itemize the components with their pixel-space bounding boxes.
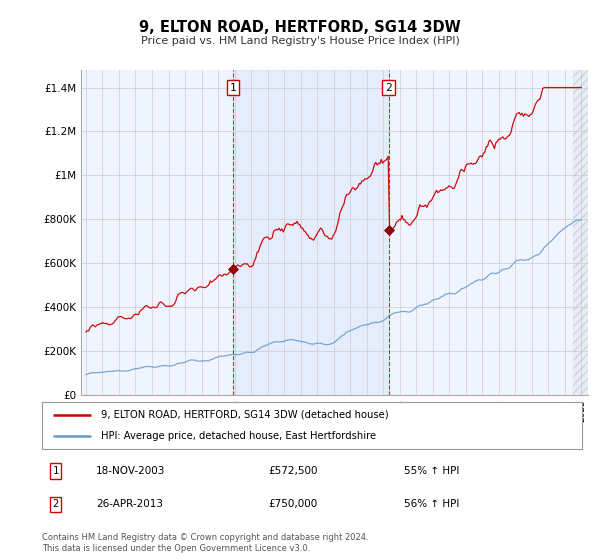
Text: 18-NOV-2003: 18-NOV-2003 [96, 466, 166, 476]
Text: 2: 2 [385, 82, 392, 92]
Text: £750,000: £750,000 [269, 500, 318, 509]
Bar [233, 70, 389, 395]
Text: 1: 1 [229, 82, 236, 92]
Text: 56% ↑ HPI: 56% ↑ HPI [404, 500, 459, 509]
Bar [573, 70, 590, 395]
Text: 9, ELTON ROAD, HERTFORD, SG14 3DW: 9, ELTON ROAD, HERTFORD, SG14 3DW [139, 20, 461, 35]
Text: £572,500: £572,500 [269, 466, 319, 476]
Text: 55% ↑ HPI: 55% ↑ HPI [404, 466, 459, 476]
Bar [573, 70, 590, 395]
Text: 9, ELTON ROAD, HERTFORD, SG14 3DW (detached house): 9, ELTON ROAD, HERTFORD, SG14 3DW (detac… [101, 410, 389, 420]
Text: Contains HM Land Registry data © Crown copyright and database right 2024.
This d: Contains HM Land Registry data © Crown c… [42, 533, 368, 553]
Text: Price paid vs. HM Land Registry's House Price Index (HPI): Price paid vs. HM Land Registry's House … [140, 36, 460, 46]
Text: 2: 2 [52, 500, 59, 509]
Text: HPI: Average price, detached house, East Hertfordshire: HPI: Average price, detached house, East… [101, 431, 377, 441]
Text: 1: 1 [52, 466, 59, 476]
Text: 26-APR-2013: 26-APR-2013 [96, 500, 163, 509]
